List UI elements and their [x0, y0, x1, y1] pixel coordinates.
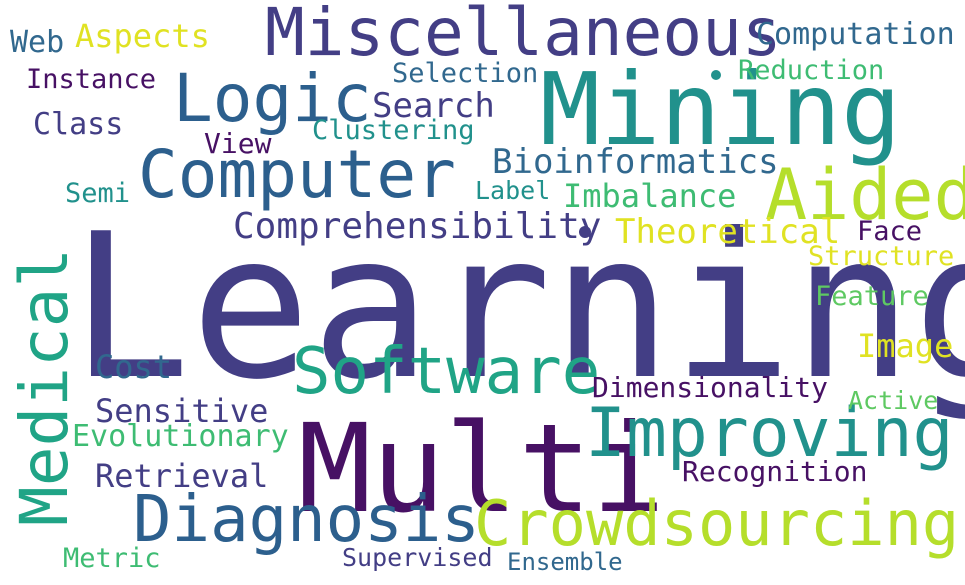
word-label: Label — [475, 176, 551, 205]
word-theoretical: Theoretical — [615, 212, 841, 252]
word-face: Face — [857, 216, 923, 247]
word-diagnosis: Diagnosis — [133, 483, 480, 557]
word-improving: Improving — [585, 394, 954, 473]
word-clustering: Clustering — [312, 115, 475, 146]
word-comprehensibility: Comprehensibility — [233, 206, 602, 247]
word-selection: Selection — [392, 58, 539, 89]
word-crowdsourcing: Crowdsourcing — [474, 487, 960, 560]
word-computation: Computation — [756, 17, 955, 52]
word-structure: Structure — [808, 241, 955, 272]
word-retrieval: Retrieval — [95, 457, 269, 495]
word-dimensionality: Dimensionality — [592, 371, 829, 404]
word-recognition: Recognition — [682, 455, 868, 488]
word-image: Image — [857, 327, 954, 365]
word-medical: Medical — [6, 247, 83, 526]
word-semi: Semi — [65, 178, 131, 209]
dot-mark — [579, 226, 591, 238]
word-supervised: Supervised — [342, 543, 493, 572]
word-metric: Metric — [63, 543, 161, 574]
word-reduction: Reduction — [738, 55, 885, 86]
word-instance: Instance — [26, 64, 157, 95]
word-learning: Learning — [70, 191, 965, 424]
word-evolutionary: Evolutionary — [72, 419, 289, 454]
word-class: Class — [33, 107, 124, 142]
word-ensemble: Ensemble — [507, 548, 623, 576]
word-bioinformatics: Bioinformatics — [492, 142, 779, 182]
word-feature: Feature — [815, 281, 929, 312]
word-sensitive: Sensitive — [95, 392, 269, 430]
word-web: Web — [10, 25, 65, 60]
word-view: View — [204, 127, 272, 160]
word-search: Search — [372, 86, 495, 126]
word-multi: Multi — [298, 398, 666, 540]
dot-mark — [711, 70, 721, 80]
word-aspects: Aspects — [75, 17, 210, 55]
word-logic: Logic — [173, 60, 372, 137]
word-software: Software — [292, 335, 601, 409]
word-imbalance: Imbalance — [563, 177, 737, 215]
word-cost: Cost — [95, 348, 173, 386]
word-active: Active — [848, 386, 939, 415]
word-computer: Computer — [138, 136, 456, 213]
word-aided: Aided — [765, 154, 965, 236]
word-miscellaneous: Miscellaneous — [265, 0, 782, 71]
